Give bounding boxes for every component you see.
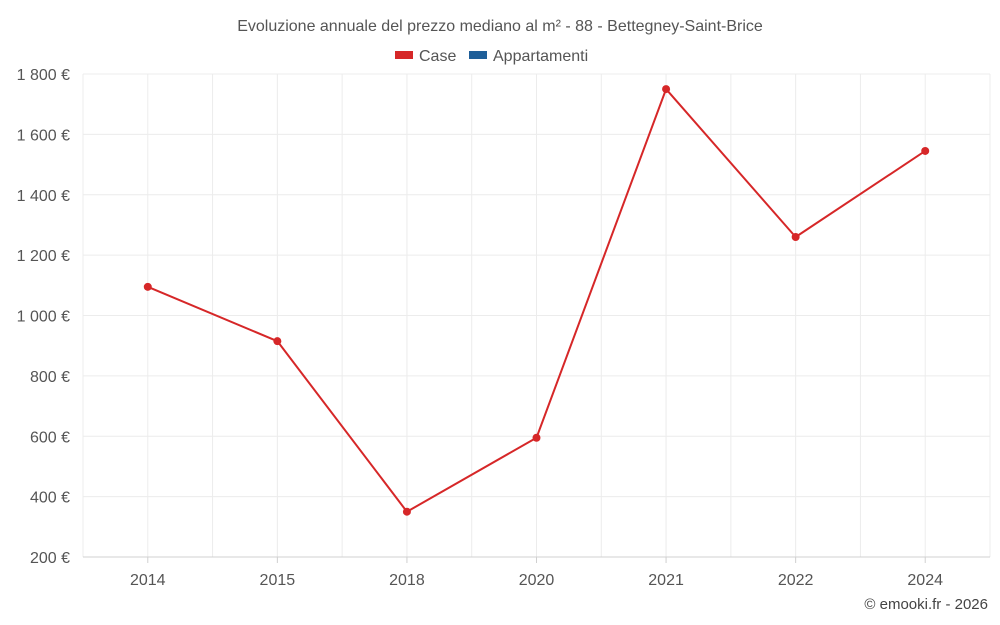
legend-label-appartamenti[interactable]: Appartamenti bbox=[493, 48, 588, 65]
y-tick-label: 1 600 € bbox=[17, 127, 70, 144]
legend: Case Appartamenti bbox=[395, 48, 588, 65]
x-tick-label: 2015 bbox=[260, 572, 296, 589]
y-tick-label: 1 000 € bbox=[17, 309, 70, 326]
data-point-case[interactable] bbox=[662, 85, 671, 94]
y-tick-label: 1 400 € bbox=[17, 188, 70, 205]
legend-swatch-appartamenti bbox=[469, 51, 487, 59]
x-tick-label: 2021 bbox=[648, 572, 684, 589]
x-tick-label: 2018 bbox=[389, 572, 425, 589]
x-tick-label: 2022 bbox=[778, 572, 814, 589]
y-tick-label: 800 € bbox=[30, 369, 70, 386]
y-tick-label: 200 € bbox=[30, 550, 70, 567]
data-point-case[interactable] bbox=[791, 233, 800, 242]
y-tick-label: 1 200 € bbox=[17, 248, 70, 265]
data-point-case[interactable] bbox=[532, 433, 541, 442]
data-point-case[interactable] bbox=[273, 337, 282, 346]
data-point-case[interactable] bbox=[143, 282, 152, 291]
series-case bbox=[143, 85, 930, 516]
y-axis-tick-labels: 200 € 400 € 600 € 800 € 1 000 € 1 200 € 1 400 … bbox=[17, 67, 70, 567]
x-tick-label: 2020 bbox=[519, 572, 555, 589]
chart-title: Evoluzione annuale del prezzo mediano al… bbox=[237, 18, 763, 35]
x-tick-label: 2014 bbox=[130, 572, 166, 589]
data-point-case[interactable] bbox=[402, 507, 411, 516]
legend-swatch-case bbox=[395, 51, 413, 59]
credit-text: © emooki.fr - 2026 bbox=[864, 596, 988, 613]
legend-label-case[interactable]: Case bbox=[419, 48, 456, 65]
x-tick-label: 2024 bbox=[907, 572, 943, 589]
y-tick-label: 400 € bbox=[30, 490, 70, 507]
y-tick-label: 600 € bbox=[30, 429, 70, 446]
data-point-case[interactable] bbox=[921, 146, 930, 155]
x-axis-tick-labels: 2014 2015 2018 2020 2021 2022 2024 bbox=[130, 572, 943, 589]
x-gridlines bbox=[82, 74, 991, 563]
y-tick-label: 1 800 € bbox=[17, 67, 70, 84]
